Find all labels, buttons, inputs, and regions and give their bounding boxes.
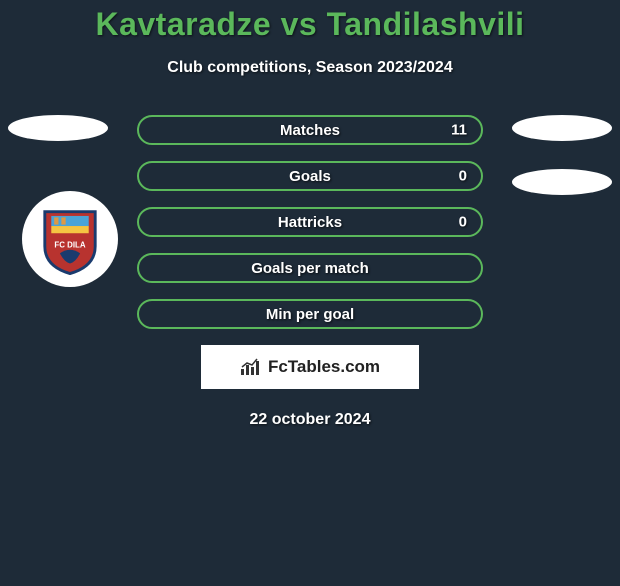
stat-row-goals-per-match: Goals per match: [137, 253, 483, 283]
club-logo: FC DILA: [22, 191, 118, 287]
watermark: FcTables.com: [201, 345, 419, 389]
stat-label: Hattricks: [278, 214, 342, 231]
stat-label: Goals per match: [251, 260, 369, 277]
stat-value: 0: [459, 168, 467, 185]
side-ellipse-left: [8, 115, 108, 141]
stat-value: 0: [459, 214, 467, 231]
stats-rows: Matches 11 Goals 0 Hattricks 0 Goals per…: [137, 115, 483, 329]
stat-row-hattricks: Hattricks 0: [137, 207, 483, 237]
stat-row-goals: Goals 0: [137, 161, 483, 191]
club-crest-icon: FC DILA: [34, 203, 106, 275]
bar-chart-icon: [240, 357, 264, 377]
page-subtitle: Club competitions, Season 2023/2024: [0, 59, 620, 77]
svg-text:FC DILA: FC DILA: [54, 241, 85, 250]
page-title: Kavtaradze vs Tandilashvili: [0, 6, 620, 43]
stat-label: Matches: [280, 122, 340, 139]
stat-row-matches: Matches 11: [137, 115, 483, 145]
stat-label: Goals: [289, 168, 331, 185]
side-ellipse-right-1: [512, 115, 612, 141]
stat-value: 11: [451, 122, 467, 139]
stat-row-min-per-goal: Min per goal: [137, 299, 483, 329]
side-ellipse-right-2: [512, 169, 612, 195]
stats-section: FC DILA Matches 11 Goals 0 Hattricks 0 G…: [0, 115, 620, 429]
watermark-text: FcTables.com: [268, 357, 380, 377]
footer-date: 22 october 2024: [0, 411, 620, 429]
stat-label: Min per goal: [266, 306, 354, 323]
